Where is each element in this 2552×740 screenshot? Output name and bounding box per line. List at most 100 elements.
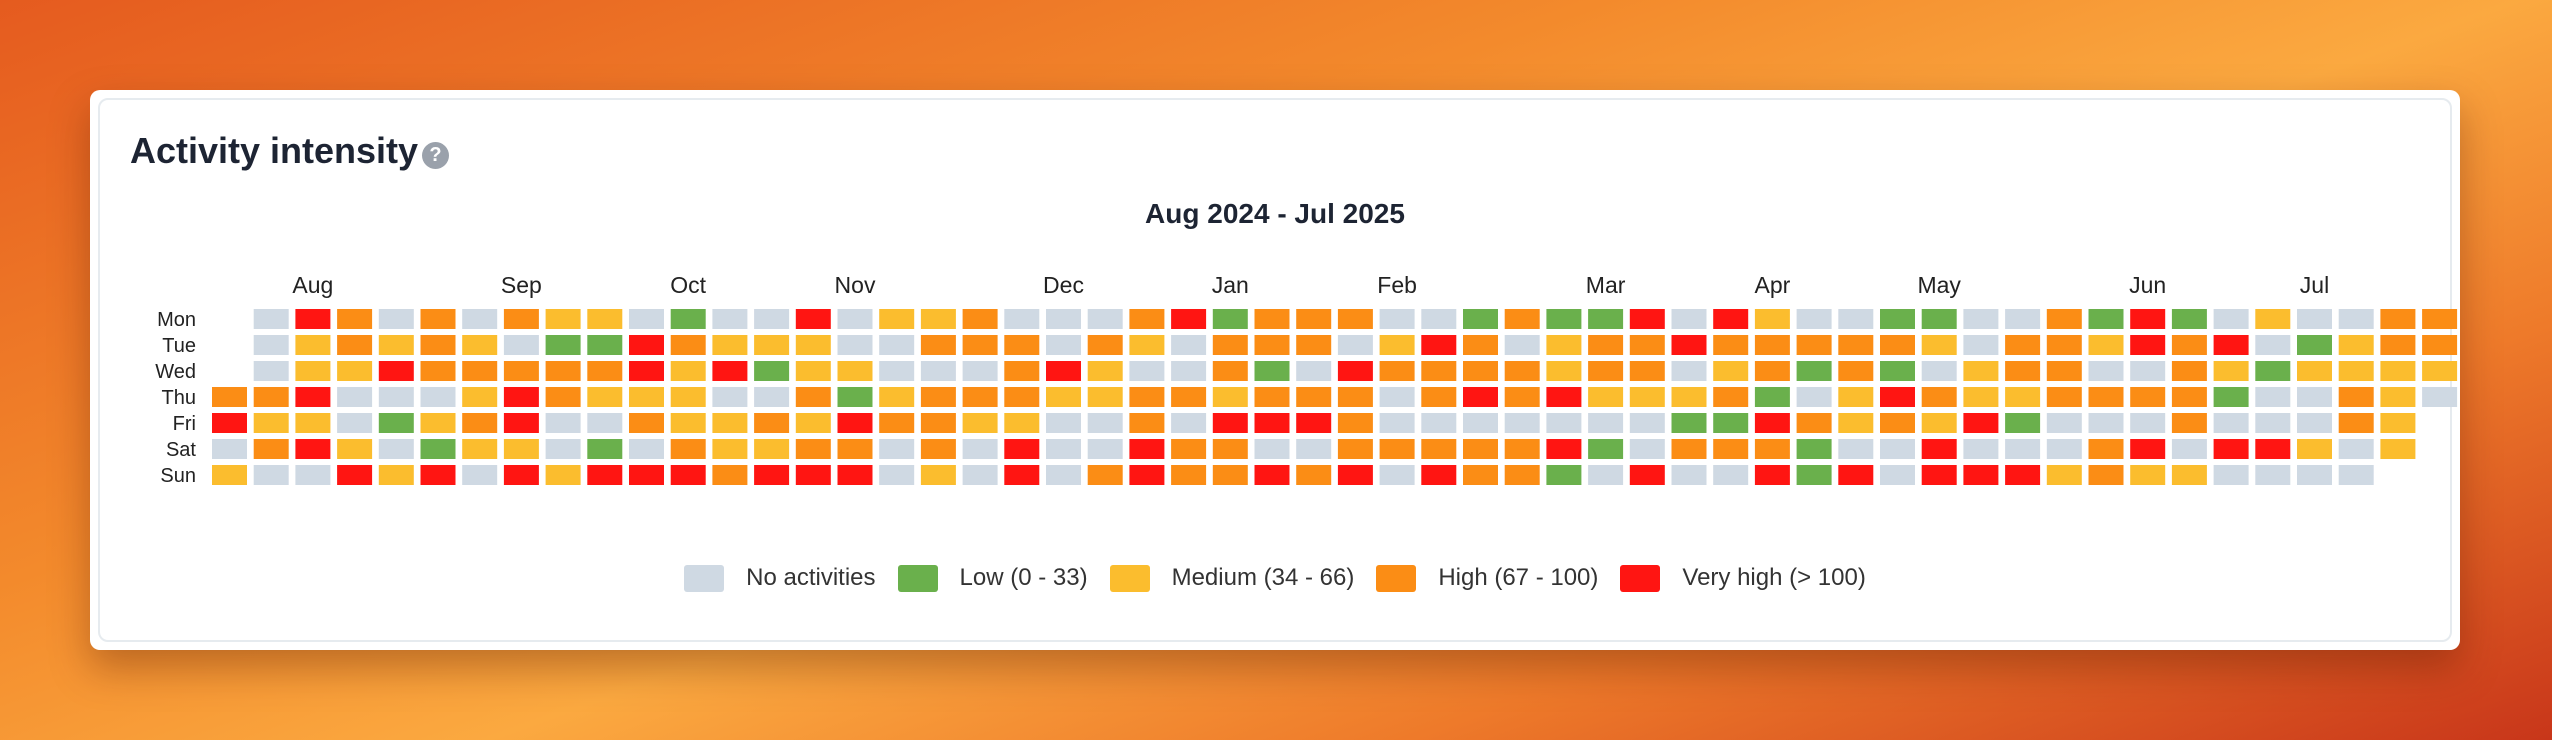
heatmap-cell[interactable] (1588, 439, 1624, 459)
heatmap-cell[interactable] (337, 413, 373, 433)
heatmap-cell[interactable] (295, 309, 331, 329)
heatmap-cell[interactable] (2171, 361, 2207, 381)
legend-item[interactable]: Very high (> 100) (1620, 564, 1866, 592)
heatmap-cell[interactable] (503, 465, 539, 485)
heatmap-cell[interactable] (920, 309, 956, 329)
heatmap-cell[interactable] (1671, 465, 1707, 485)
heatmap-cell[interactable] (2255, 309, 2291, 329)
heatmap-cell[interactable] (1629, 335, 1665, 355)
heatmap-cell[interactable] (212, 465, 247, 485)
heatmap-cell[interactable] (1921, 387, 1957, 407)
heatmap-cell[interactable] (2422, 361, 2458, 381)
heatmap-cell[interactable] (212, 413, 247, 433)
heatmap-cell[interactable] (2297, 439, 2332, 459)
heatmap-cell[interactable] (2088, 361, 2124, 381)
heatmap-cell[interactable] (1004, 361, 1040, 381)
heatmap-cell[interactable] (754, 439, 790, 459)
heatmap-cell[interactable] (1629, 387, 1665, 407)
heatmap-cell[interactable] (462, 439, 498, 459)
heatmap-cell[interactable] (795, 361, 831, 381)
heatmap-cell[interactable] (1296, 465, 1332, 485)
heatmap-cell[interactable] (2338, 309, 2374, 329)
heatmap-cell[interactable] (1254, 413, 1290, 433)
heatmap-cell[interactable] (1671, 335, 1707, 355)
heatmap-cell[interactable] (1129, 361, 1165, 381)
heatmap-cell[interactable] (1087, 361, 1123, 381)
heatmap-cell[interactable] (1880, 413, 1915, 433)
heatmap-cell[interactable] (1337, 465, 1373, 485)
heatmap-cell[interactable] (1212, 309, 1248, 329)
heatmap-cell[interactable] (1504, 309, 1540, 329)
heatmap-cell[interactable] (754, 335, 790, 355)
heatmap-cell[interactable] (2005, 387, 2041, 407)
heatmap-cell[interactable] (1296, 309, 1332, 329)
heatmap-cell[interactable] (1504, 465, 1540, 485)
heatmap-cell[interactable] (712, 309, 748, 329)
heatmap-cell[interactable] (2130, 387, 2166, 407)
heatmap-cell[interactable] (1212, 465, 1248, 485)
heatmap-cell[interactable] (629, 413, 664, 433)
heatmap-cell[interactable] (2422, 335, 2458, 355)
heatmap-cell[interactable] (1963, 465, 1999, 485)
heatmap-cell[interactable] (795, 387, 831, 407)
heatmap-cell[interactable] (2380, 439, 2416, 459)
heatmap-cell[interactable] (2046, 439, 2082, 459)
heatmap-cell[interactable] (670, 361, 706, 381)
heatmap-cell[interactable] (1713, 439, 1749, 459)
heatmap-cell[interactable] (1796, 465, 1832, 485)
heatmap-cell[interactable] (545, 465, 581, 485)
heatmap-cell[interactable] (754, 465, 790, 485)
heatmap-cell[interactable] (2255, 361, 2291, 381)
heatmap-cell[interactable] (1754, 309, 1790, 329)
heatmap-cell[interactable] (587, 387, 623, 407)
heatmap-cell[interactable] (1963, 309, 1999, 329)
heatmap-cell[interactable] (295, 387, 331, 407)
heatmap-cell[interactable] (754, 361, 790, 381)
heatmap-cell[interactable] (1171, 361, 1207, 381)
heatmap-cell[interactable] (920, 335, 956, 355)
heatmap-cell[interactable] (253, 335, 289, 355)
heatmap-cell[interactable] (754, 309, 790, 329)
heatmap-cell[interactable] (1087, 309, 1123, 329)
heatmap-cell[interactable] (2046, 309, 2082, 329)
heatmap-cell[interactable] (2380, 413, 2416, 433)
heatmap-cell[interactable] (1504, 387, 1540, 407)
legend-item[interactable]: Low (0 - 33) (897, 564, 1088, 592)
heatmap-cell[interactable] (1379, 335, 1415, 355)
heatmap-cell[interactable] (2130, 465, 2166, 485)
heatmap-cell[interactable] (503, 439, 539, 459)
heatmap-cell[interactable] (1129, 335, 1165, 355)
heatmap-cell[interactable] (2255, 465, 2291, 485)
heatmap-cell[interactable] (837, 309, 873, 329)
heatmap-cell[interactable] (545, 309, 581, 329)
heatmap-cell[interactable] (1880, 465, 1915, 485)
heatmap-cell[interactable] (1546, 335, 1582, 355)
heatmap-cell[interactable] (1880, 387, 1915, 407)
heatmap-cell[interactable] (545, 335, 581, 355)
heatmap-cell[interactable] (1921, 439, 1957, 459)
heatmap-cell[interactable] (337, 361, 373, 381)
heatmap-cell[interactable] (1546, 465, 1582, 485)
heatmap-cell[interactable] (2005, 335, 2041, 355)
heatmap-cell[interactable] (1212, 361, 1248, 381)
heatmap-cell[interactable] (2171, 413, 2207, 433)
heatmap-cell[interactable] (795, 335, 831, 355)
heatmap-cell[interactable] (1171, 335, 1207, 355)
heatmap-cell[interactable] (253, 413, 289, 433)
heatmap-cell[interactable] (253, 361, 289, 381)
heatmap-cell[interactable] (420, 439, 456, 459)
heatmap-cell[interactable] (1004, 387, 1040, 407)
heatmap-cell[interactable] (670, 465, 706, 485)
heatmap-cell[interactable] (545, 413, 581, 433)
heatmap-cell[interactable] (1004, 439, 1040, 459)
heatmap-cell[interactable] (879, 413, 915, 433)
heatmap-cell[interactable] (462, 413, 498, 433)
legend-item[interactable]: No activities (684, 564, 876, 592)
heatmap-cell[interactable] (1963, 439, 1999, 459)
heatmap-cell[interactable] (2255, 387, 2291, 407)
heatmap-cell[interactable] (2338, 465, 2374, 485)
heatmap-cell[interactable] (1546, 439, 1582, 459)
heatmap-cell[interactable] (503, 309, 539, 329)
heatmap-cell[interactable] (337, 335, 373, 355)
heatmap-cell[interactable] (1588, 387, 1624, 407)
